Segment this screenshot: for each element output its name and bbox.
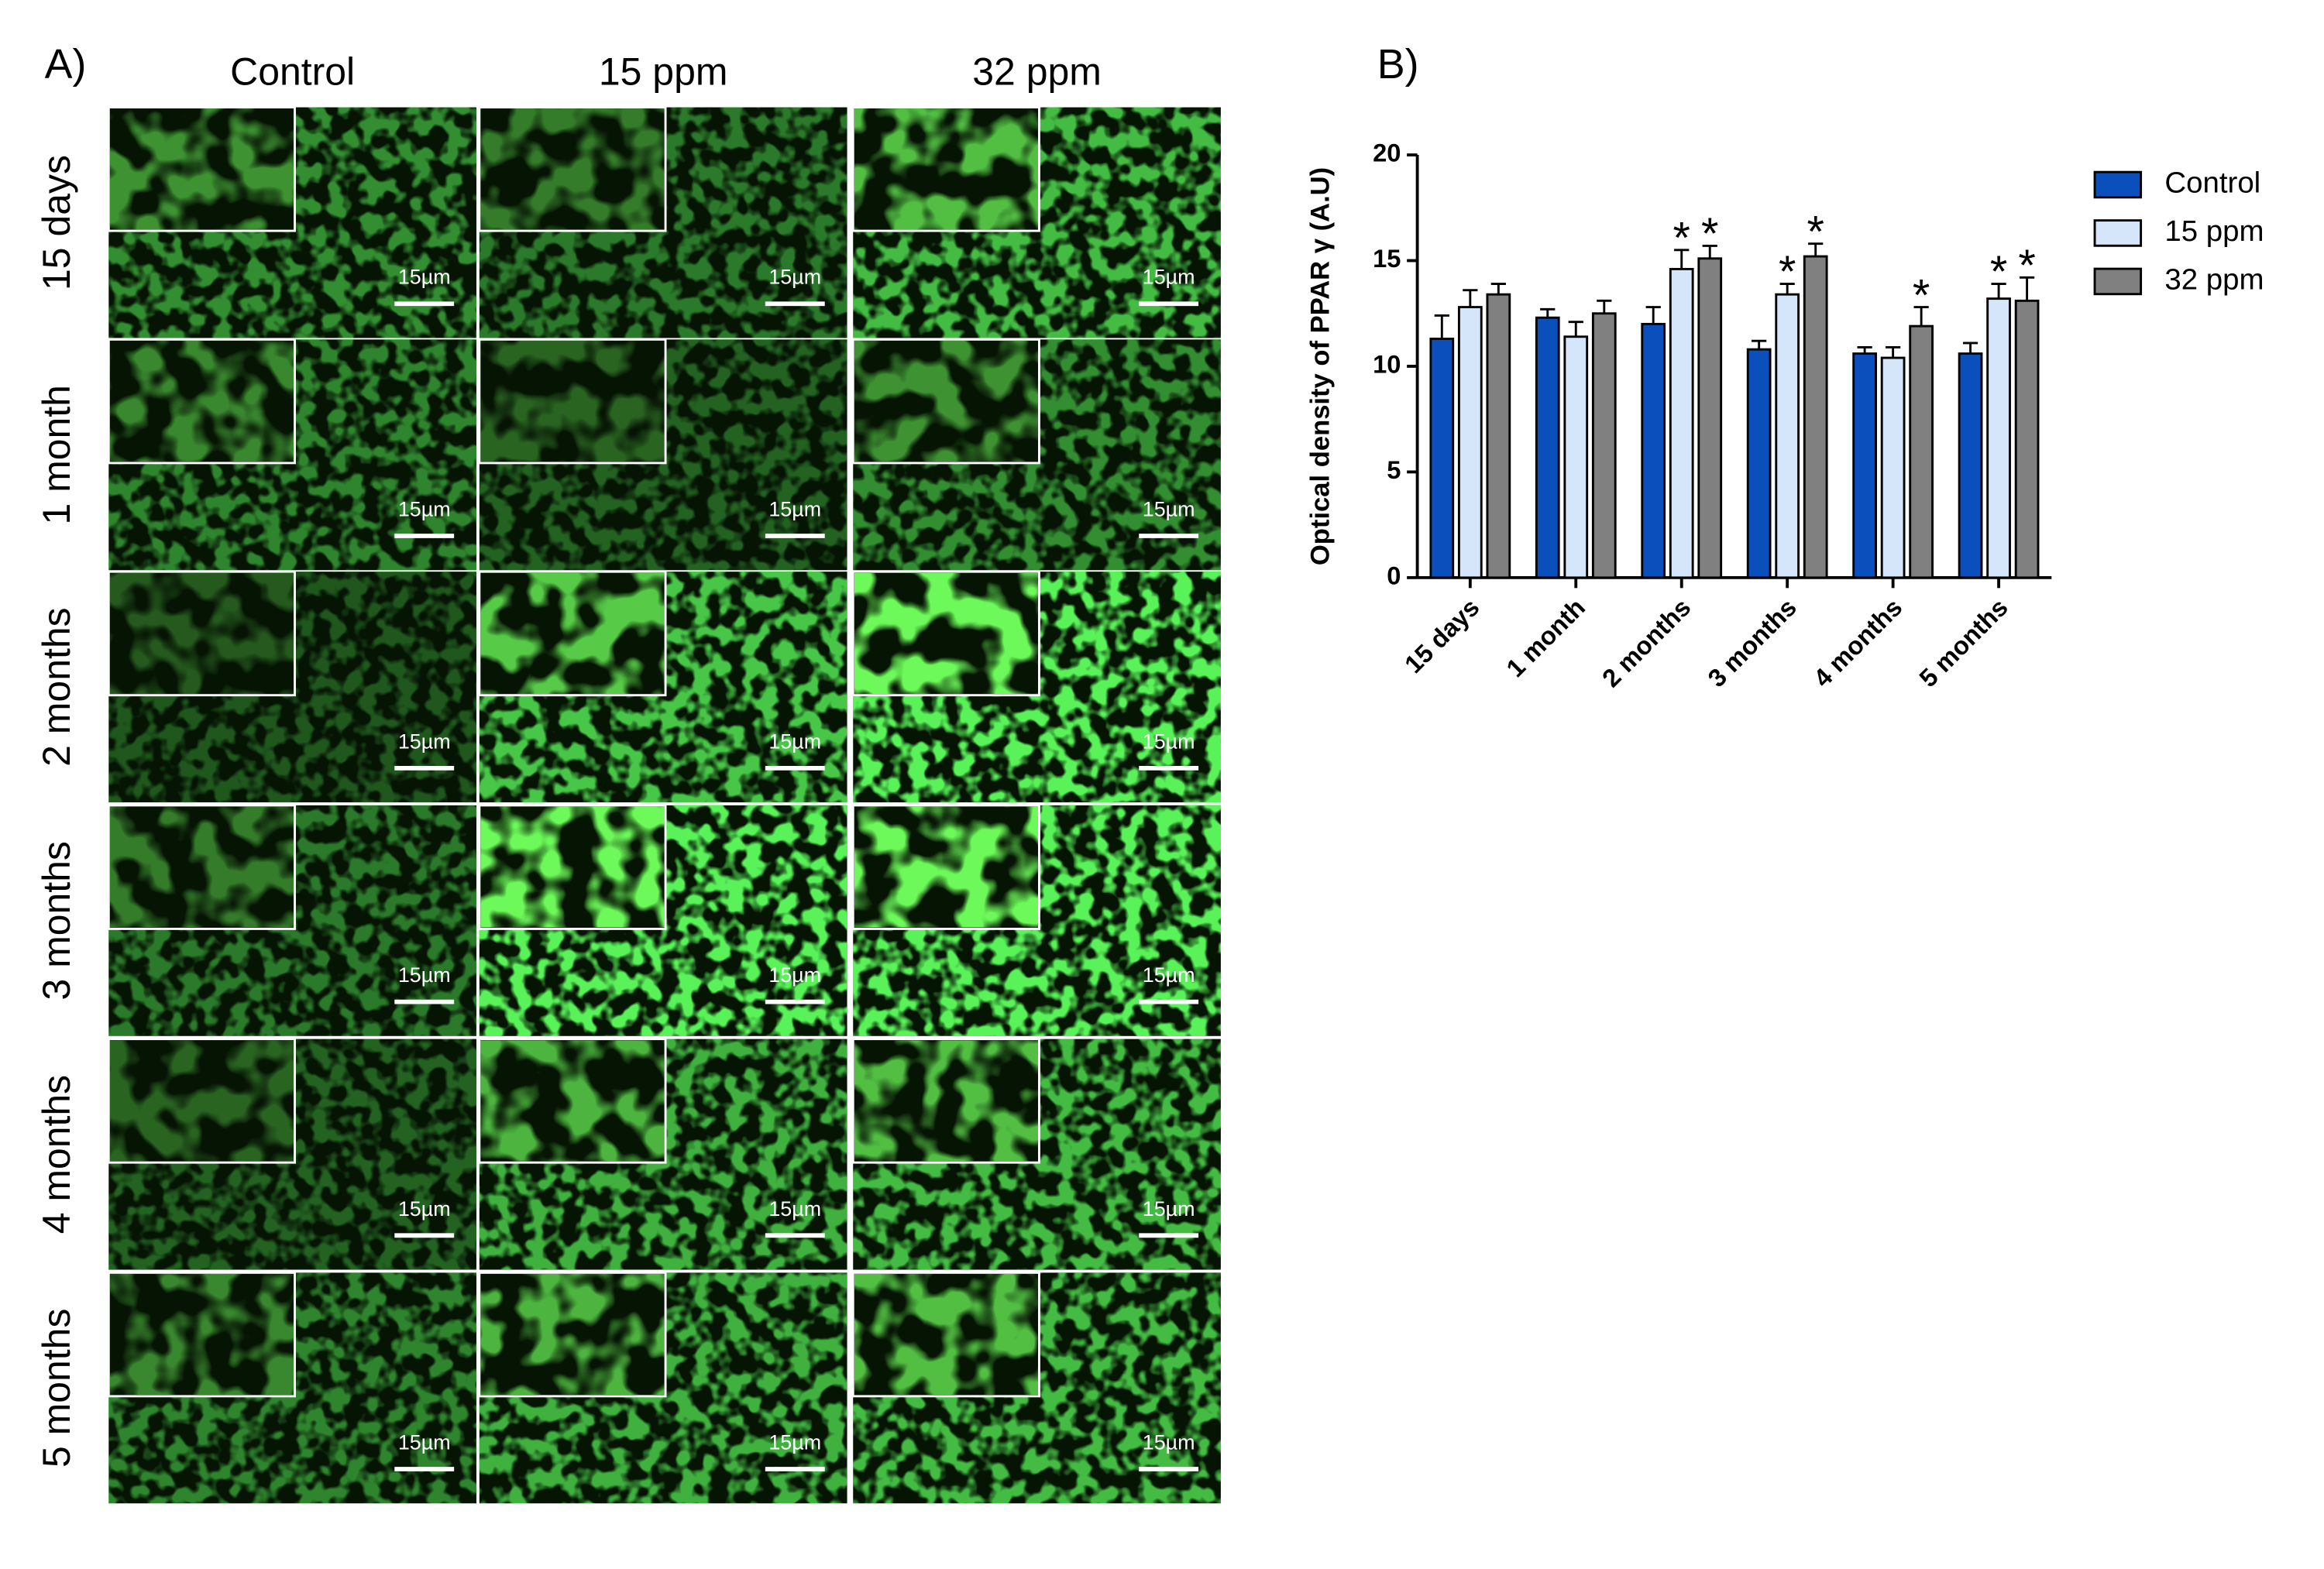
bar <box>1746 348 1772 579</box>
row-label: 1 month <box>35 385 78 525</box>
bar <box>1563 335 1589 579</box>
y-tick-label: 20 <box>1373 139 1401 167</box>
inset-texture <box>110 1040 294 1162</box>
row-label: 15 days <box>35 155 78 290</box>
legend-swatch <box>2093 170 2143 199</box>
scale-label: 15µm <box>1143 730 1195 753</box>
scale-label: 15µm <box>1143 266 1195 289</box>
panel-label: B) <box>1377 41 1419 88</box>
inset-texture <box>110 1274 294 1395</box>
panel-label: A) <box>45 41 87 88</box>
bar <box>1909 324 1934 579</box>
inset-texture <box>110 108 294 230</box>
scale-label: 15µm <box>398 963 451 987</box>
x-tick-label: 15 days <box>1399 592 1485 678</box>
row-label: 2 months <box>35 607 78 766</box>
x-tick-label: 4 months <box>1808 592 1908 692</box>
significance-marker: * <box>1779 247 1796 297</box>
row-label: 3 months <box>35 841 78 1000</box>
scale-label: 15µm <box>398 730 451 753</box>
inset-texture <box>480 1040 665 1162</box>
scale-label: 15µm <box>768 1197 821 1221</box>
significance-marker: * <box>1913 270 1930 320</box>
bar <box>1803 255 1828 579</box>
bar <box>1457 306 1483 579</box>
bar <box>2014 299 2040 579</box>
bar <box>1591 312 1617 579</box>
inset-texture <box>110 573 294 694</box>
inset-texture <box>854 1274 1038 1395</box>
scale-label: 15µm <box>768 497 821 520</box>
x-tick-label: 1 month <box>1501 592 1590 682</box>
y-tick-label: 10 <box>1373 350 1401 379</box>
scale-label: 15µm <box>768 266 821 289</box>
x-tick-label: 3 months <box>1702 592 1802 692</box>
inset-texture <box>480 806 665 928</box>
legend-swatch <box>2093 267 2143 296</box>
inset-texture <box>480 341 665 462</box>
significance-marker: * <box>1807 207 1824 256</box>
bar <box>1852 352 1877 579</box>
inset-texture <box>480 1274 665 1395</box>
bar <box>1535 316 1560 579</box>
inset-texture <box>110 806 294 928</box>
bar <box>1669 267 1694 579</box>
row-label: 4 months <box>35 1075 78 1234</box>
scale-label: 15µm <box>1143 1197 1195 1221</box>
bar <box>1641 322 1666 579</box>
legend-swatch <box>2093 219 2143 247</box>
row-label: 5 months <box>35 1309 78 1468</box>
bar <box>1429 338 1455 579</box>
scale-label: 15µm <box>768 730 821 753</box>
column-header: Control <box>230 50 355 93</box>
inset-texture <box>480 108 665 230</box>
inset-texture <box>110 341 294 462</box>
scale-label: 15µm <box>768 1430 821 1454</box>
scale-label: 15µm <box>1143 1430 1195 1454</box>
scale-label: 15µm <box>398 1430 451 1454</box>
y-tick-label: 0 <box>1387 561 1401 589</box>
significance-marker: * <box>1701 209 1718 259</box>
scale-label: 15µm <box>1143 497 1195 520</box>
bar <box>1486 293 1511 579</box>
bar <box>1986 297 2011 579</box>
inset-texture <box>854 108 1038 230</box>
scale-label: 15µm <box>398 1197 451 1221</box>
x-tick-label: 2 months <box>1597 592 1697 692</box>
bar <box>1880 356 1906 579</box>
significance-marker: * <box>2018 241 2035 290</box>
scale-label: 15µm <box>398 266 451 289</box>
inset-texture <box>854 806 1038 928</box>
inset-texture <box>854 1040 1038 1162</box>
column-header: 15 ppm <box>599 50 728 93</box>
scale-label: 15µm <box>768 963 821 987</box>
y-tick-label: 5 <box>1387 455 1401 484</box>
inset-texture <box>480 573 665 694</box>
column-header: 32 ppm <box>972 50 1102 93</box>
significance-marker: * <box>1990 247 2007 297</box>
significance-marker: * <box>1673 214 1690 263</box>
inset-texture <box>854 573 1038 694</box>
bar <box>1775 293 1800 579</box>
x-tick-label: 5 months <box>1913 592 2013 692</box>
bar <box>1697 257 1723 579</box>
legend-label: 15 ppm <box>2164 215 2264 248</box>
y-axis-label: Optical density of PPAR γ (A.U) <box>1306 167 1336 565</box>
scale-label: 15µm <box>398 497 451 520</box>
legend-label: 32 ppm <box>2164 263 2264 297</box>
y-tick-label: 15 <box>1373 244 1401 273</box>
inset-texture <box>854 341 1038 462</box>
scale-label: 15µm <box>1143 963 1195 987</box>
bar <box>1958 352 1983 579</box>
legend-label: Control <box>2164 167 2260 200</box>
